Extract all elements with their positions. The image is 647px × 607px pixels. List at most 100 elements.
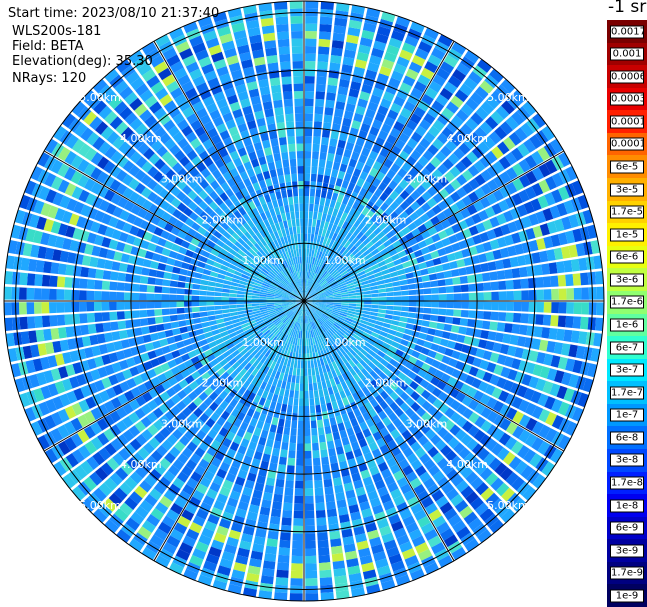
scan-gate-cell <box>289 302 297 306</box>
scan-gate-cell <box>115 121 129 135</box>
scan-gate-cell <box>304 218 308 227</box>
scan-gate-cell <box>281 333 287 342</box>
scan-gate-cell <box>238 386 247 396</box>
scan-gate-cell <box>258 590 273 600</box>
scan-gate-cell <box>344 388 352 397</box>
scan-gate-cell <box>65 453 79 468</box>
scan-gate-cell <box>513 301 522 312</box>
scan-gate-cell <box>326 264 333 272</box>
scan-gate-cell <box>561 246 571 259</box>
scan-gate-cell <box>333 302 342 305</box>
scan-gate-cell <box>242 4 257 15</box>
scan-gate-cell <box>118 448 131 461</box>
scan-gate-cell <box>244 231 252 240</box>
scan-gate-cell <box>352 168 362 178</box>
scan-gate-cell <box>276 23 289 33</box>
scan-gate-cell <box>372 160 383 171</box>
scan-gate-cell <box>146 223 157 234</box>
scan-gate-cell <box>71 101 86 116</box>
scan-gate-cell <box>103 400 116 413</box>
scan-gate-cell <box>290 427 297 436</box>
scan-gate-cell <box>378 309 387 314</box>
scan-gate-cell <box>269 385 276 394</box>
scan-gate-cell <box>318 303 327 306</box>
scan-gate-cell <box>352 228 361 237</box>
scan-gate-cell <box>297 315 301 323</box>
scan-gate-cell <box>258 78 270 89</box>
scan-gate-cell <box>375 208 384 218</box>
scan-gate-cell <box>475 368 486 380</box>
scan-gate-cell <box>98 343 109 355</box>
scan-gate-cell <box>172 428 183 440</box>
scan-gate-cell <box>431 100 445 113</box>
scan-gate-cell <box>432 193 444 204</box>
scan-gate-cell <box>389 235 399 244</box>
scan-gate-cell <box>296 368 301 376</box>
scan-gate-cell <box>309 241 314 250</box>
scan-gate-cell <box>291 305 299 311</box>
scan-gate-cell <box>359 246 368 254</box>
scan-gate-cell <box>204 407 214 418</box>
scan-gate-cell <box>264 210 272 219</box>
scan-gate-cell <box>231 232 241 241</box>
scan-gate-cell <box>164 352 174 362</box>
scan-gate-cell <box>249 336 258 344</box>
scan-gate-cell <box>390 488 402 500</box>
scan-gate-cell <box>365 108 376 119</box>
scan-gate-cell <box>326 440 335 450</box>
scan-gate-cell <box>197 366 207 376</box>
scan-gate-cell <box>186 149 198 161</box>
scan-gate-cell <box>318 547 330 556</box>
scan-gate-cell <box>336 399 344 408</box>
scan-gate-cell <box>304 308 306 316</box>
scan-gate-cell <box>109 179 122 192</box>
scan-gate-cell <box>413 249 423 258</box>
scan-gate-cell <box>328 279 336 285</box>
scan-gate-cell <box>306 308 310 316</box>
scan-gate-cell <box>311 166 318 175</box>
scan-gate-cell <box>219 358 228 367</box>
scan-gate-cell <box>182 338 192 347</box>
scan-gate-cell <box>344 189 353 199</box>
scan-gate-cell <box>393 470 405 482</box>
scan-gate-cell <box>43 218 54 232</box>
scan-gate-cell <box>196 107 208 119</box>
scan-gate-cell <box>100 462 114 476</box>
scan-gate-cell <box>297 166 304 174</box>
scan-gate-cell <box>382 367 392 376</box>
scan-gate-cell <box>295 480 304 489</box>
scan-gate-cell <box>370 311 379 317</box>
scan-gate-cell <box>421 362 431 372</box>
scan-gate-cell <box>287 374 292 383</box>
scan-gate-cell <box>296 458 304 466</box>
scan-gate-cell <box>384 337 393 345</box>
scan-gate-cell <box>479 155 492 168</box>
scan-gate-cell <box>90 167 103 181</box>
scan-gate-cell <box>543 353 554 366</box>
scan-gate-cell <box>385 230 395 239</box>
scan-gate-cell <box>351 120 362 130</box>
scan-gate-cell <box>278 372 285 381</box>
scan-gate-cell <box>496 270 506 280</box>
scan-gate-cell <box>198 402 209 413</box>
scan-gate-cell <box>332 115 343 125</box>
scan-gate-cell <box>483 136 496 150</box>
scan-gate-cell <box>266 359 274 368</box>
scan-gate-cell <box>262 560 276 570</box>
scan-gate-cell <box>141 68 156 82</box>
scan-gate-cell <box>270 369 277 378</box>
scan-gate-cell <box>324 310 332 315</box>
scan-gate-cell <box>521 373 532 386</box>
scan-gate-cell <box>209 481 221 493</box>
scan-gate-cell <box>367 490 379 501</box>
scan-gate-cell <box>247 565 261 575</box>
scan-gate-cell <box>345 214 353 223</box>
scan-gate-cell <box>305 53 316 62</box>
scan-gate-cell <box>300 375 304 384</box>
scan-gate-cell <box>65 264 75 276</box>
scan-gate-cell <box>289 389 295 398</box>
scan-gate-cell <box>296 248 300 257</box>
scan-gate-cell <box>398 132 410 144</box>
scan-gate-cell <box>323 349 329 357</box>
scan-gate-cell <box>181 80 195 93</box>
